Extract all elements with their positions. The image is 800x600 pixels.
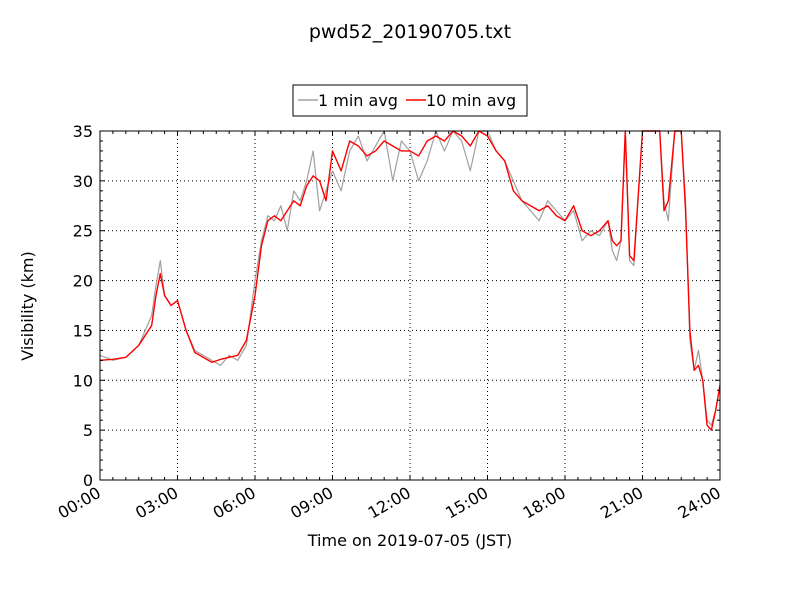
y-tick-label: 35: [73, 122, 93, 141]
legend-label-1min: 1 min avg: [318, 91, 398, 110]
chart-title: pwd52_20190705.txt: [309, 21, 511, 43]
y-tick-label: 0: [83, 471, 93, 490]
y-axis-label: Visibility (km): [18, 251, 37, 360]
y-tick-label: 25: [73, 222, 93, 241]
legend-label-10min: 10 min avg: [426, 91, 516, 110]
y-tick-label: 20: [73, 272, 93, 291]
y-tick-label: 5: [83, 421, 93, 440]
grid: [100, 131, 720, 480]
legend: 1 min avg 10 min avg: [292, 84, 528, 117]
y-tick-label: 10: [73, 371, 93, 390]
x-axis-label: Time on 2019-07-05 (JST): [307, 531, 512, 550]
y-tick-labels: 0 5 10 15 20 25 30 35: [73, 122, 93, 490]
y-tick-label: 30: [73, 172, 93, 191]
y-tick-label: 15: [73, 321, 93, 340]
ticks: [99, 130, 721, 481]
